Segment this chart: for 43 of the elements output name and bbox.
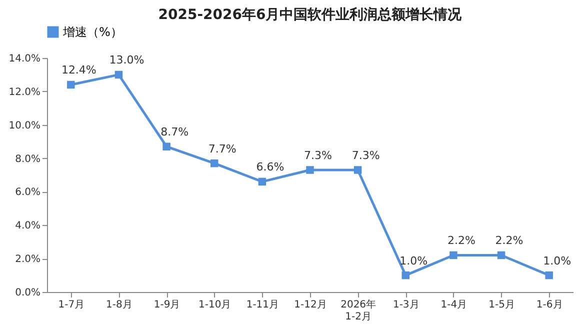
data-label: 2.2% [495, 234, 524, 248]
x-tick-label: 1-12月 [294, 300, 327, 310]
x-tick-label: 1-5月 [488, 300, 515, 310]
data-label: 1.0% [400, 254, 428, 268]
y-tick-label: 14.0% [8, 54, 40, 64]
data-label: 8.7% [160, 126, 189, 139]
data-label: 7.3% [304, 148, 332, 162]
point [497, 251, 506, 260]
x-tick-label: 1-9月 [154, 300, 180, 310]
data-label: 6.6% [256, 160, 284, 174]
y-tick-label: 10.0% [8, 120, 40, 132]
x-tick-label: 1-11月 [246, 300, 280, 310]
point [67, 80, 75, 89]
data-label: 1.0% [543, 254, 572, 268]
point [545, 271, 553, 280]
point [162, 142, 170, 150]
legend-label: 增速（%） [62, 25, 122, 39]
y-tick-label: 2.0% [15, 254, 40, 266]
point [450, 251, 458, 260]
x-tick-label: 1-7月 [58, 300, 85, 310]
x-tick-label: 2026年 1-2月 [340, 298, 376, 322]
point [354, 166, 362, 174]
point [210, 159, 218, 168]
x-tick-label: 1-3月 [392, 300, 420, 310]
point [306, 166, 314, 174]
data-label: 13.0% [109, 54, 144, 67]
x-tick-label: 1-8月 [106, 300, 132, 310]
data-label: 12.4% [61, 64, 96, 77]
point [114, 70, 123, 79]
point [402, 271, 410, 280]
data-label: 7.7% [208, 142, 236, 156]
data-label: 7.3% [352, 148, 380, 162]
y-tick-label: 0.0% [15, 288, 40, 298]
x-tick-label: 1-6月 [536, 300, 563, 310]
y-tick-label: 8.0% [15, 154, 40, 165]
y-tick-label: 4.0% [15, 220, 40, 232]
y-tick-label: 12.0% [8, 86, 40, 98]
point [258, 178, 266, 186]
chart-title: 2025-2026年6月中国软件业利润总额增长情况 [158, 6, 463, 23]
x-tick-label: 1-4月 [440, 300, 468, 310]
data-label: 2.2% [447, 234, 476, 248]
y-tick-label: 6.0% [15, 187, 40, 198]
x-tick-label: 1-10月 [198, 300, 232, 310]
